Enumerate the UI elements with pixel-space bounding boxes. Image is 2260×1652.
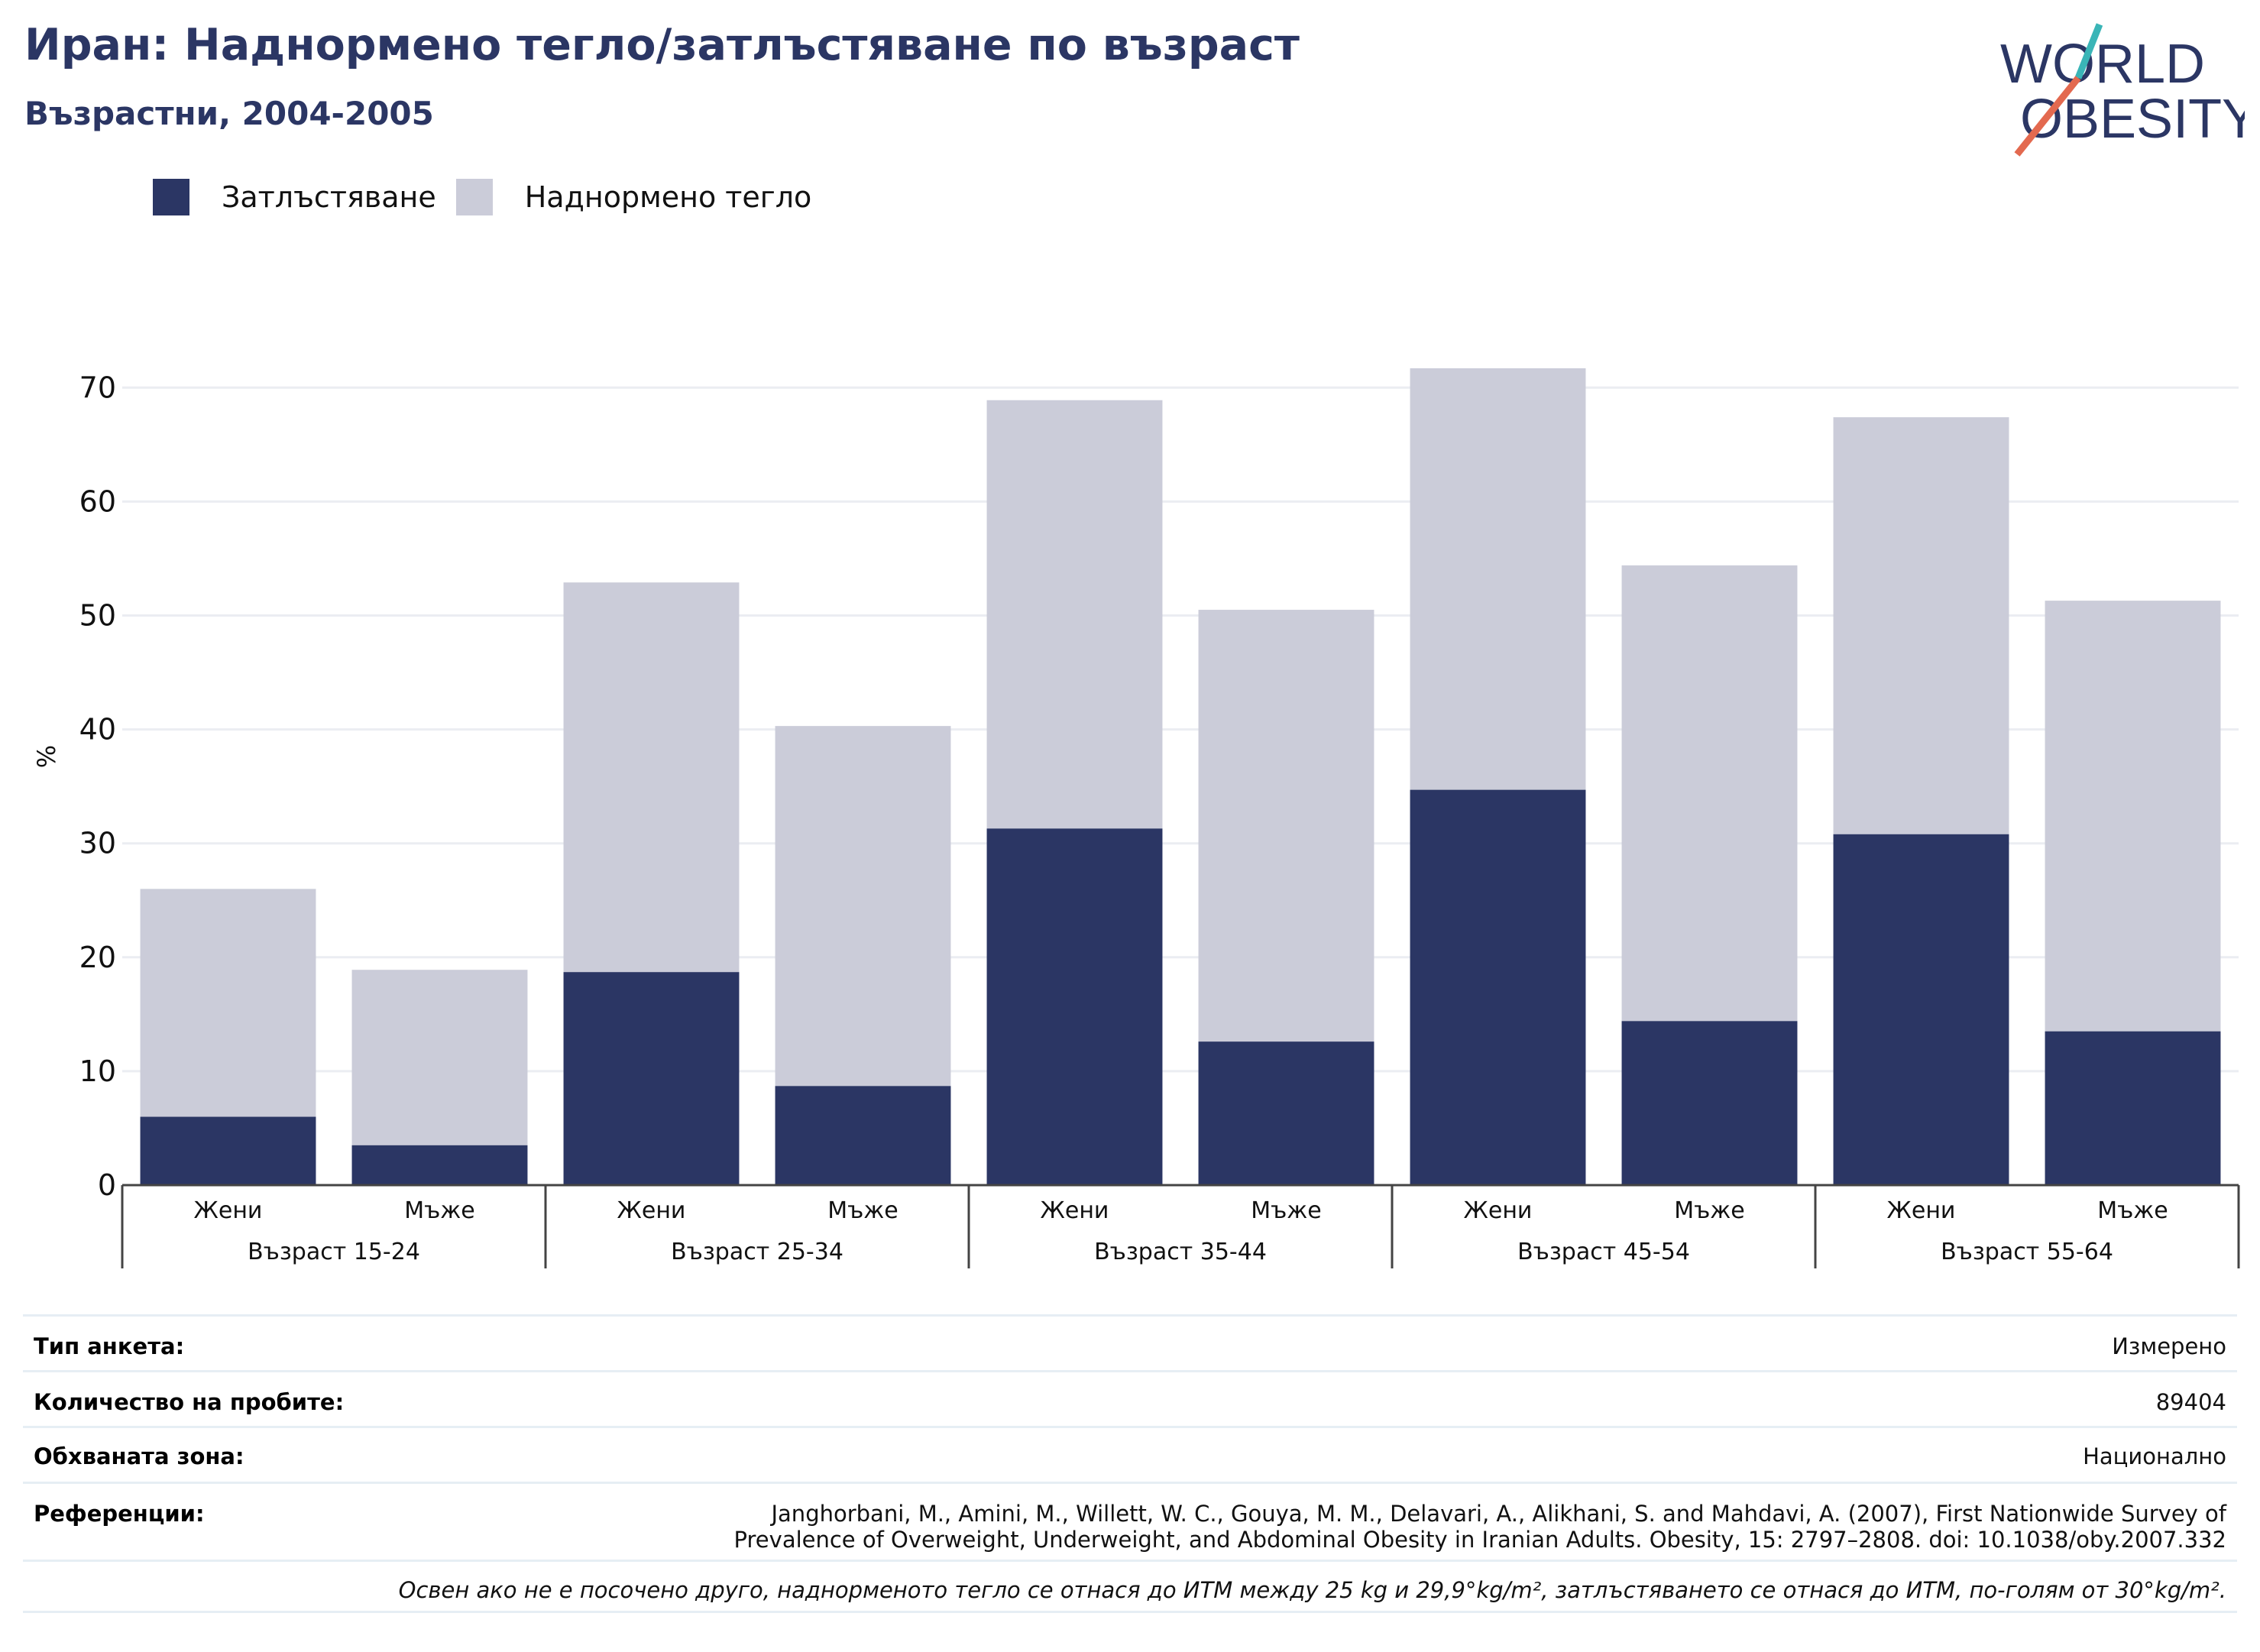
references-value: Janghorbani, M., Amini, M., Willett, W. … <box>734 1501 2226 1553</box>
bar-obesity <box>2045 1031 2221 1185</box>
x-category-label: Мъже <box>1674 1197 1745 1224</box>
y-tick-label: 60 <box>79 484 116 518</box>
bar-overweight <box>1833 417 2009 834</box>
legend-item-overweight: Наднормено тегло <box>455 179 812 215</box>
survey-type-value: Измерено <box>2112 1333 2226 1359</box>
area-value: Национално <box>2083 1443 2226 1469</box>
info-row-sample-size: Количество на пробите: 89404 <box>23 1370 2237 1426</box>
logo-teal-slash <box>2074 23 2103 79</box>
definition-note: Освен ако не е посочено друго, наднормен… <box>398 1577 2226 1603</box>
legend-swatch-obesity <box>153 179 189 215</box>
x-category-label: Мъже <box>1251 1197 1322 1224</box>
bar-obesity <box>351 1145 528 1185</box>
x-category-label: Мъже <box>827 1197 898 1224</box>
bar-obesity <box>563 972 740 1185</box>
info-row-note: Освен ако не е посочено друго, наднормен… <box>23 1560 2237 1613</box>
chart-title: Иран: Наднормено тегло/затлъстяване по в… <box>24 20 1300 70</box>
legend-label-overweight: Наднормено тегло <box>524 180 812 214</box>
bar-obesity <box>140 1116 316 1185</box>
info-row-references: Референции: Janghorbani, M., Amini, M., … <box>23 1482 2237 1560</box>
bar-overweight <box>1198 610 1374 1042</box>
reference-line-1: Janghorbani, M., Amini, M., Willett, W. … <box>771 1501 2226 1527</box>
chart-subtitle: Възрастни, 2004-2005 <box>24 95 434 132</box>
sample-size-label: Количество на пробите: <box>34 1389 345 1415</box>
x-group-label: Възраст 55-64 <box>1941 1239 2113 1265</box>
x-category-label: Мъже <box>404 1197 475 1224</box>
bar-overweight <box>140 889 316 1117</box>
references-label: Референции: <box>34 1501 205 1527</box>
bar-obesity <box>1198 1041 1374 1185</box>
survey-info-table: Тип анкета: Измерено Количество на проби… <box>23 1314 2237 1613</box>
bar-overweight <box>563 582 740 973</box>
area-label: Обхваната зона: <box>34 1443 244 1469</box>
bar-obesity <box>1621 1021 1798 1185</box>
y-tick-label: 30 <box>79 827 116 860</box>
info-row-survey-type: Тип анкета: Измерено <box>23 1314 2237 1370</box>
x-category-label: Жени <box>1887 1197 1956 1224</box>
info-row-area: Обхваната зона: Национално <box>23 1426 2237 1482</box>
reference-line-2: Prevalence of Overweight, Underweight, a… <box>733 1527 2226 1553</box>
legend-item-obesity: Затлъстяване <box>153 179 436 215</box>
survey-type-label: Тип анкета: <box>34 1333 185 1359</box>
legend-label-obesity: Затлъстяване <box>222 180 436 214</box>
y-tick-label: 0 <box>98 1168 116 1202</box>
y-axis-label: % <box>32 745 61 768</box>
bar-overweight <box>1410 368 1586 790</box>
x-category-label: Мъже <box>2097 1197 2168 1224</box>
logo-line-1: WORLD <box>2000 34 2205 95</box>
bar-overweight <box>2045 601 2221 1032</box>
bar-obesity <box>775 1086 951 1185</box>
x-group-label: Възраст 25-34 <box>671 1239 843 1265</box>
bar-overweight <box>351 970 528 1145</box>
bar-overweight <box>1621 565 1798 1022</box>
x-category-label: Жени <box>194 1197 263 1224</box>
x-category-label: Жени <box>1464 1197 1533 1224</box>
chart-legend: Затлъстяване Наднормено тегло <box>153 177 831 217</box>
y-tick-label: 70 <box>79 371 116 404</box>
x-category-label: Жени <box>1041 1197 1109 1224</box>
stacked-bar-chart: 0 10 20 30 40 50 60 70% Жени Мъже Жени Мъже Жени Мъже… <box>32 368 2240 1268</box>
bar-overweight <box>775 726 951 1087</box>
x-group-label: Възраст 15-24 <box>248 1239 420 1265</box>
world-obesity-logo: WORLD OBESITY <box>2000 23 2245 157</box>
x-group-label: Възраст 45-54 <box>1517 1239 1690 1265</box>
bar-obesity <box>1833 834 2009 1185</box>
y-tick-label: 50 <box>79 599 116 633</box>
bar-overweight <box>986 400 1163 829</box>
bar-obesity <box>1410 789 1586 1185</box>
logo-red-slash <box>2014 76 2081 157</box>
x-group-label: Възраст 35-44 <box>1094 1239 1267 1265</box>
y-tick-label: 40 <box>79 713 116 747</box>
bar-obesity <box>986 828 1163 1185</box>
y-tick-label: 10 <box>79 1054 116 1088</box>
x-category-label: Жени <box>617 1197 686 1224</box>
legend-swatch-overweight <box>455 179 493 215</box>
sample-size-value: 89404 <box>2155 1389 2226 1415</box>
y-tick-label: 20 <box>79 941 116 974</box>
